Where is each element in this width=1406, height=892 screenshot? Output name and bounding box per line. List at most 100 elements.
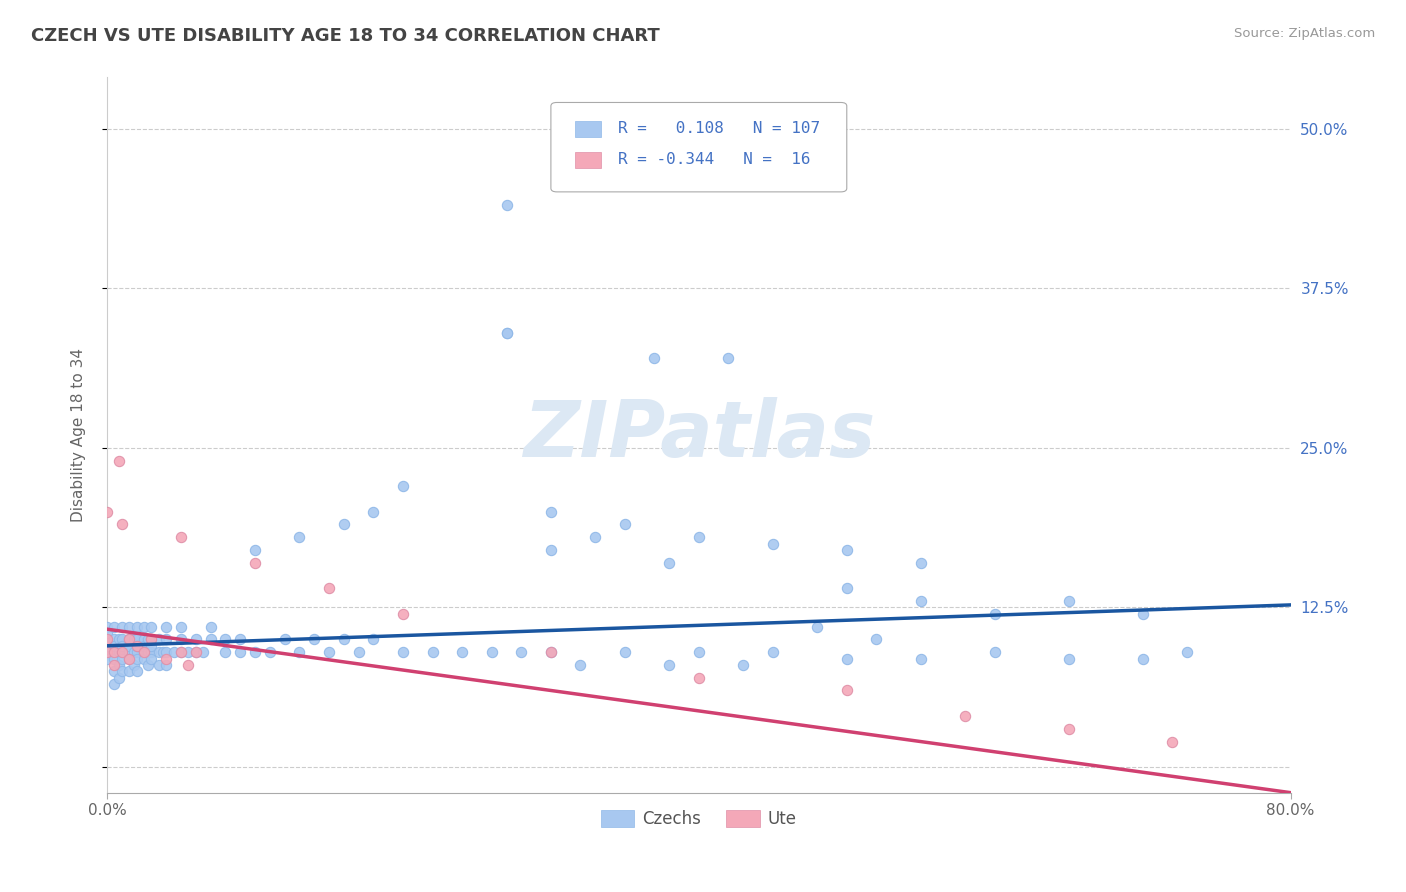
Point — [108, 657, 131, 672]
Point — [333, 517, 356, 532]
Legend: Czechs, Ute: Czechs, Ute — [595, 803, 804, 834]
Point — [152, 645, 174, 659]
Point — [125, 639, 148, 653]
Point — [132, 619, 155, 633]
Point — [243, 556, 266, 570]
Point — [96, 626, 118, 640]
Point — [243, 645, 266, 659]
Point — [184, 632, 207, 647]
Point — [96, 645, 118, 659]
Point — [392, 479, 415, 493]
Point — [155, 619, 177, 633]
Point — [495, 326, 517, 340]
Point — [118, 665, 141, 679]
Point — [193, 645, 215, 659]
Point — [148, 657, 170, 672]
Point — [155, 632, 177, 647]
Point — [96, 651, 118, 665]
Point — [103, 645, 125, 659]
Point — [118, 645, 141, 659]
Point — [983, 645, 1005, 659]
Point — [762, 645, 785, 659]
Point — [613, 645, 636, 659]
Point — [118, 632, 141, 647]
Point — [125, 639, 148, 653]
Point — [96, 639, 118, 653]
Point — [138, 645, 160, 659]
Point — [141, 619, 163, 633]
Point — [1132, 651, 1154, 665]
Point — [422, 645, 444, 659]
Point — [540, 543, 562, 558]
Point — [96, 505, 118, 519]
Point — [540, 645, 562, 659]
Point — [118, 632, 141, 647]
Point — [288, 645, 311, 659]
Point — [481, 645, 503, 659]
Point — [688, 530, 710, 544]
Point — [495, 326, 517, 340]
Point — [103, 645, 125, 659]
Point — [1057, 722, 1080, 736]
Point — [177, 657, 200, 672]
Point — [141, 639, 163, 653]
Point — [318, 645, 340, 659]
Point — [835, 543, 858, 558]
Y-axis label: Disability Age 18 to 34: Disability Age 18 to 34 — [72, 348, 86, 522]
Point — [1132, 607, 1154, 621]
Point — [141, 645, 163, 659]
Point — [910, 556, 932, 570]
Point — [141, 632, 163, 647]
Point — [392, 645, 415, 659]
Point — [643, 351, 665, 366]
Point — [132, 639, 155, 653]
Point — [132, 645, 155, 659]
Point — [118, 651, 141, 665]
Point — [288, 530, 311, 544]
Point — [259, 645, 281, 659]
Text: R = -0.344   N =  16: R = -0.344 N = 16 — [619, 153, 811, 167]
Point — [214, 632, 236, 647]
Point — [132, 645, 155, 659]
Point — [184, 645, 207, 659]
Point — [103, 632, 125, 647]
Point — [96, 619, 118, 633]
Point — [1057, 651, 1080, 665]
Point — [148, 645, 170, 659]
Point — [643, 172, 665, 186]
Point — [170, 632, 193, 647]
Point — [569, 657, 592, 672]
Point — [122, 645, 145, 659]
FancyBboxPatch shape — [551, 103, 846, 192]
Point — [96, 645, 118, 659]
Point — [363, 505, 385, 519]
Point — [103, 619, 125, 633]
Point — [688, 671, 710, 685]
Text: R =   0.108   N = 107: R = 0.108 N = 107 — [619, 121, 821, 136]
Point — [392, 607, 415, 621]
Point — [132, 632, 155, 647]
Point — [806, 619, 828, 633]
Point — [108, 453, 131, 467]
Point — [111, 651, 134, 665]
Text: CZECH VS UTE DISABILITY AGE 18 TO 34 CORRELATION CHART: CZECH VS UTE DISABILITY AGE 18 TO 34 COR… — [31, 27, 659, 45]
Point — [122, 632, 145, 647]
Point — [103, 651, 125, 665]
Point — [733, 657, 755, 672]
Point — [983, 607, 1005, 621]
Point — [243, 543, 266, 558]
Point — [111, 645, 134, 659]
Point — [302, 632, 325, 647]
Point — [835, 651, 858, 665]
Point — [1161, 734, 1184, 748]
Point — [762, 536, 785, 550]
Point — [125, 632, 148, 647]
Point — [170, 645, 193, 659]
Point — [111, 517, 134, 532]
Point — [170, 619, 193, 633]
Point — [103, 657, 125, 672]
Point — [96, 632, 118, 647]
Point — [132, 651, 155, 665]
Point — [273, 632, 295, 647]
Point — [111, 665, 134, 679]
